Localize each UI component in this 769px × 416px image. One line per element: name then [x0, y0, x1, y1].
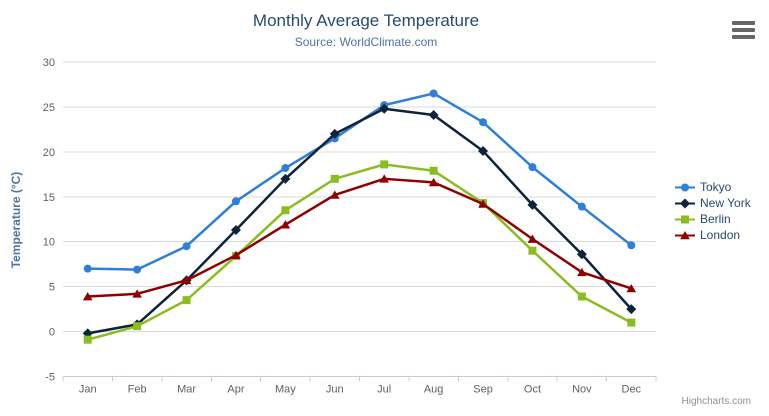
legend-symbol-tokyo	[681, 183, 689, 191]
legend-item-label: New York	[700, 196, 751, 210]
x-axis-label: Nov	[572, 384, 592, 396]
data-point-tokyo[interactable]	[133, 265, 142, 274]
legend-symbol-london	[680, 230, 690, 239]
legend: Tokyo New York Berlin London	[674, 179, 751, 243]
data-point-tokyo[interactable]	[281, 164, 290, 173]
export-menu-button[interactable]	[732, 21, 755, 39]
credits-link[interactable]: Highcharts.com	[681, 396, 751, 407]
legend-marker-triangle-icon	[675, 230, 695, 239]
legend-item-london[interactable]: London	[674, 227, 751, 243]
data-point-london[interactable]	[231, 250, 241, 259]
data-point-new-york[interactable]	[626, 304, 637, 315]
x-axis-label: May	[275, 384, 296, 396]
hamburger-icon	[732, 21, 755, 39]
series-line-berlin	[86, 163, 633, 341]
data-point-tokyo[interactable]	[182, 242, 191, 251]
data-point-london[interactable]	[478, 199, 488, 208]
data-point-berlin[interactable]	[330, 174, 339, 183]
data-point-tokyo[interactable]	[577, 202, 586, 211]
data-point-london[interactable]	[428, 177, 439, 187]
legend-item-new-york[interactable]: New York	[674, 195, 751, 211]
data-point-new-york[interactable]	[428, 110, 439, 121]
y-axis-label: 20	[43, 147, 55, 159]
x-axis-label: Sep	[473, 384, 493, 396]
data-point-london[interactable]	[181, 275, 192, 285]
data-point-london[interactable]	[577, 267, 587, 277]
data-point-berlin[interactable]	[133, 322, 142, 331]
x-axis-label: Apr	[227, 384, 244, 396]
data-point-london[interactable]	[626, 283, 637, 293]
legend-marker-circle-icon	[675, 183, 695, 191]
y-axis-label: 25	[43, 102, 55, 114]
data-point-new-york[interactable]	[230, 225, 241, 236]
data-point-new-york[interactable]	[527, 199, 538, 210]
data-point-london[interactable]	[82, 292, 93, 301]
x-axis-label: Jul	[377, 384, 391, 396]
data-point-berlin[interactable]	[281, 206, 290, 215]
data-point-london[interactable]	[280, 220, 291, 229]
x-axis-label: Mar	[177, 384, 196, 396]
legend-symbol-berlin	[681, 215, 689, 223]
legend-marker-diamond-icon	[675, 198, 695, 208]
x-axis-label: Oct	[524, 384, 541, 396]
data-point-berlin[interactable]	[182, 296, 191, 305]
data-point-london[interactable]	[379, 174, 390, 183]
data-point-tokyo[interactable]	[83, 264, 92, 273]
data-point-tokyo[interactable]	[528, 163, 537, 172]
data-point-berlin[interactable]	[429, 166, 438, 175]
legend-item-label: Berlin	[700, 212, 731, 226]
legend-marker-square-icon	[675, 215, 695, 223]
data-point-london[interactable]	[527, 234, 538, 243]
data-point-new-york[interactable]	[478, 145, 489, 156]
data-point-tokyo[interactable]	[479, 118, 488, 127]
legend-item-tokyo[interactable]: Tokyo	[674, 179, 751, 195]
legend-item-label: Tokyo	[700, 180, 732, 194]
data-point-london[interactable]	[132, 289, 142, 298]
data-point-new-york[interactable]	[329, 128, 340, 139]
data-point-berlin[interactable]	[627, 318, 636, 327]
y-axis-label: 10	[43, 237, 55, 249]
legend-item-label: London	[700, 228, 741, 242]
y-axis-label: -5	[45, 372, 55, 384]
data-point-berlin[interactable]	[380, 160, 389, 169]
legend-item-berlin[interactable]: Berlin	[674, 211, 751, 227]
x-axis-label: Jun	[326, 384, 344, 396]
data-point-berlin[interactable]	[83, 335, 92, 344]
data-point-tokyo[interactable]	[231, 197, 240, 206]
x-axis-label: Jan	[79, 384, 97, 396]
data-point-new-york[interactable]	[280, 173, 291, 184]
series-line-london	[86, 177, 633, 298]
data-point-tokyo[interactable]	[627, 241, 636, 250]
x-axis-label: Aug	[424, 384, 444, 396]
x-axis-label: Dec	[622, 384, 642, 396]
series-line-new-york	[86, 107, 633, 335]
y-axis-label: 30	[43, 57, 55, 69]
y-axis-label: 5	[49, 282, 55, 294]
y-axis-label: 0	[49, 327, 55, 339]
data-point-tokyo[interactable]	[429, 89, 438, 98]
y-axis-label: 15	[43, 192, 55, 204]
data-point-london[interactable]	[329, 190, 340, 199]
x-axis-label: Feb	[128, 384, 147, 396]
data-point-berlin[interactable]	[577, 292, 586, 301]
data-point-berlin[interactable]	[528, 246, 537, 255]
legend-symbol-new-york	[680, 198, 690, 208]
data-point-new-york[interactable]	[379, 103, 390, 114]
data-point-new-york[interactable]	[576, 249, 587, 260]
series-line-tokyo	[86, 92, 633, 271]
